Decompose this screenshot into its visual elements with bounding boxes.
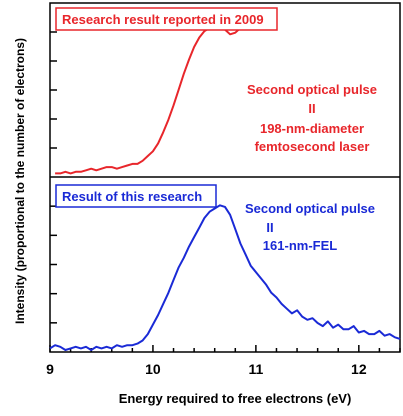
y-axis-label: Intensity (proportional to the number of…: [13, 38, 27, 324]
x-tick-label: 10: [145, 361, 161, 377]
y-ticks-bottom: [50, 205, 57, 324]
legend-text-bottom: Result of this research: [62, 189, 202, 204]
annotation-bottom-line2: II: [266, 220, 273, 235]
annotation-top-line2: II: [308, 101, 315, 116]
series-line-this-research: [49, 204, 401, 351]
annotation-top-line1: Second optical pulse: [247, 82, 377, 97]
annotation-bottom-line1: Second optical pulse: [245, 201, 375, 216]
annotation-bottom-line3: 161-nm-FEL: [263, 238, 337, 253]
x-tick-labels: 9 10 11 12: [46, 361, 367, 377]
y-ticks-top: [50, 31, 57, 149]
legend-box-top: [55, 7, 278, 31]
x-tick-label: 12: [351, 361, 367, 377]
x-tick-label: 11: [248, 361, 263, 377]
x-ticks: [49, 345, 401, 352]
legend-text-top: Research result reported in 2009: [62, 12, 264, 27]
legend-box-bottom: [55, 184, 217, 208]
annotation-top-line4: femtosecond laser: [255, 139, 370, 154]
annotation-top-line3: 198-nm-diameter: [260, 121, 364, 136]
series-line-2009: [55, 20, 252, 175]
x-tick-label: 9: [46, 361, 54, 377]
x-axis-label: Energy required to free electrons (eV): [119, 391, 352, 406]
